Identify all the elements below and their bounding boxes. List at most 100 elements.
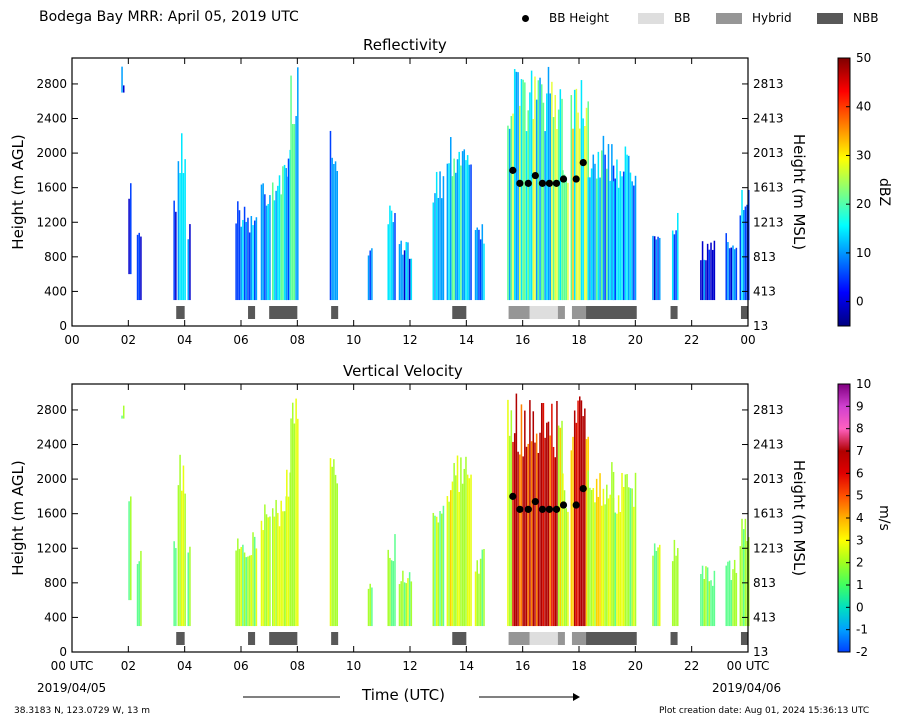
velocity-bb-height-point: [538, 505, 546, 513]
velocity-x-tick-label: 04: [177, 659, 192, 673]
velocity-x-tick-label: 00 UTC: [51, 659, 94, 673]
velocity-y-tick-label-right: 813: [753, 576, 776, 590]
velocity-colorbar-tick-label: 10: [856, 377, 871, 391]
velocity-bb-height-point: [559, 501, 568, 509]
reflectivity-bb-height-point: [516, 179, 524, 187]
velocity-y-tick-label: 2000: [36, 472, 67, 486]
reflectivity-y-tick-label-right: 813: [753, 250, 776, 264]
velocity-bb-segment: [331, 632, 339, 645]
velocity-bb-height-point: [524, 505, 532, 513]
velocity-colorbar-tick-label: 7: [856, 444, 864, 458]
velocity-y-tick-label-right: 2413: [753, 438, 784, 452]
velocity-colorbar-tick-label: 8: [856, 422, 864, 436]
station-coords: 38.3183 N, 123.0729 W, 13 m: [14, 706, 151, 716]
velocity-bb-segment: [176, 632, 185, 645]
velocity-ylabel-right: Height (m MSL): [790, 460, 808, 576]
velocity-y-tick-label: 2400: [36, 438, 67, 452]
reflectivity-bb-segment: [248, 306, 256, 319]
velocity-bb-segment: [740, 632, 748, 645]
velocity-x-tick-label: 16: [515, 659, 530, 673]
velocity-bb-segments: [176, 632, 748, 645]
velocity-y-tick-label-right: 1213: [753, 541, 784, 555]
reflectivity-field: [121, 66, 750, 301]
velocity-field: [121, 393, 750, 627]
bb-legend: BB: [638, 11, 690, 25]
reflectivity-x-tick-label: 02: [121, 333, 136, 347]
reflectivity-colorbar: [837, 57, 851, 327]
velocity-colorbar-tick-label: 2: [856, 556, 864, 570]
velocity-colorbar-tick-label: 1: [856, 578, 864, 592]
velocity-x-tick-label: 12: [402, 659, 417, 673]
velocity-bb-segment: [670, 632, 678, 645]
reflectivity-bb-segment: [269, 306, 298, 319]
velocity-bb-height-point: [516, 505, 524, 513]
velocity-bb-segment: [452, 632, 467, 645]
reflectivity-bb-height-point: [552, 179, 561, 187]
reflectivity-y-tick-label-right: 13: [753, 319, 768, 333]
reflectivity-x-tick-label: 14: [459, 333, 474, 347]
reflectivity-y-tick-label-right: 1613: [753, 181, 784, 195]
velocity-x-tick-label: 10: [346, 659, 361, 673]
reflectivity-x-tick-label: 00: [740, 333, 755, 347]
creation-date: Plot creation date: Aug 01, 2024 15:36:1…: [659, 706, 870, 716]
reflectivity-bb-height-point: [579, 159, 587, 167]
reflectivity-colorbar-tick-label: 0: [856, 295, 864, 309]
velocity-x-tick-label: 14: [459, 659, 474, 673]
velocity-x-tick-label: 00 UTC: [727, 659, 770, 673]
reflectivity-bb-height-point: [559, 175, 568, 183]
velocity-y-tick-label: 800: [44, 576, 67, 590]
velocity-bb-segment: [248, 632, 256, 645]
hybrid-legend-label: Hybrid: [752, 11, 792, 25]
reflectivity-x-tick-label: 00: [64, 333, 79, 347]
velocity-bb-segment: [571, 632, 587, 645]
reflectivity-ylabel-right: Height (m MSL): [790, 134, 808, 250]
velocity-x-tick-label: 08: [290, 659, 305, 673]
velocity-colorbar-label: m/s: [876, 505, 892, 531]
velocity-x-tick-label: 20: [628, 659, 643, 673]
x-axis-title: Time (UTC): [362, 686, 445, 704]
velocity-ylabel: Height (m AGL): [9, 460, 27, 575]
hybrid-legend: Hybrid: [716, 11, 792, 25]
nbb-legend: NBB: [817, 11, 878, 25]
reflectivity-bb-height-point: [572, 175, 580, 183]
velocity-bb-height-points: [509, 485, 587, 513]
reflectivity-bb-height-points: [509, 159, 587, 187]
velocity-bb-segment: [529, 632, 558, 645]
velocity-x-tick-label: 02: [121, 659, 136, 673]
velocity-y-tick-label: 400: [44, 610, 67, 624]
reflectivity-colorbar-tick-label: 30: [856, 148, 871, 162]
velocity-colorbar-tick-label: 4: [856, 511, 864, 525]
hybrid-legend-swatch: [716, 13, 742, 24]
nbb-legend-swatch: [817, 13, 843, 24]
reflectivity-x-tick-label: 16: [515, 333, 530, 347]
reflectivity-y-tick-label-right: 2813: [753, 77, 784, 91]
velocity-bb-height-point: [531, 497, 539, 506]
velocity-bb-height-point: [572, 501, 580, 509]
reflectivity-x-tick-label: 12: [402, 333, 417, 347]
reflectivity-y-tick-label: 2400: [36, 112, 67, 126]
reflectivity-bb-segment: [331, 306, 339, 319]
reflectivity-y-tick-label: 1200: [36, 215, 67, 229]
reflectivity-x-tick-label: 22: [684, 333, 699, 347]
start-date: 2019/04/05: [37, 681, 107, 695]
reflectivity-y-tick-label-right: 2013: [753, 146, 784, 160]
reflectivity-y-tick-label-right: 1213: [753, 215, 784, 229]
reflectivity-colorbar-tick-label: 10: [856, 246, 871, 260]
reflectivity-x-tick-label: 18: [571, 333, 586, 347]
reflectivity-y-tick-label: 2800: [36, 77, 67, 91]
bb-height-legend-label: BB Height: [549, 11, 609, 25]
reflectivity-colorbar-tick-label: 40: [856, 100, 871, 114]
reflectivity-bb-segment: [557, 306, 565, 319]
reflectivity-bb-segment: [586, 306, 637, 319]
reflectivity-bb-segment: [740, 306, 748, 319]
velocity-x-tick-label: 06: [233, 659, 248, 673]
velocity-bb-segment: [557, 632, 565, 645]
reflectivity-bb-height-point: [538, 179, 546, 187]
velocity-y-tick-label-right: 2813: [753, 403, 784, 417]
reflectivity-y-tick-label: 2000: [36, 146, 67, 160]
velocity-y-tick-label: 0: [59, 645, 67, 659]
reflectivity-bb-segment: [176, 306, 185, 319]
time-arrow-head: [573, 693, 580, 701]
